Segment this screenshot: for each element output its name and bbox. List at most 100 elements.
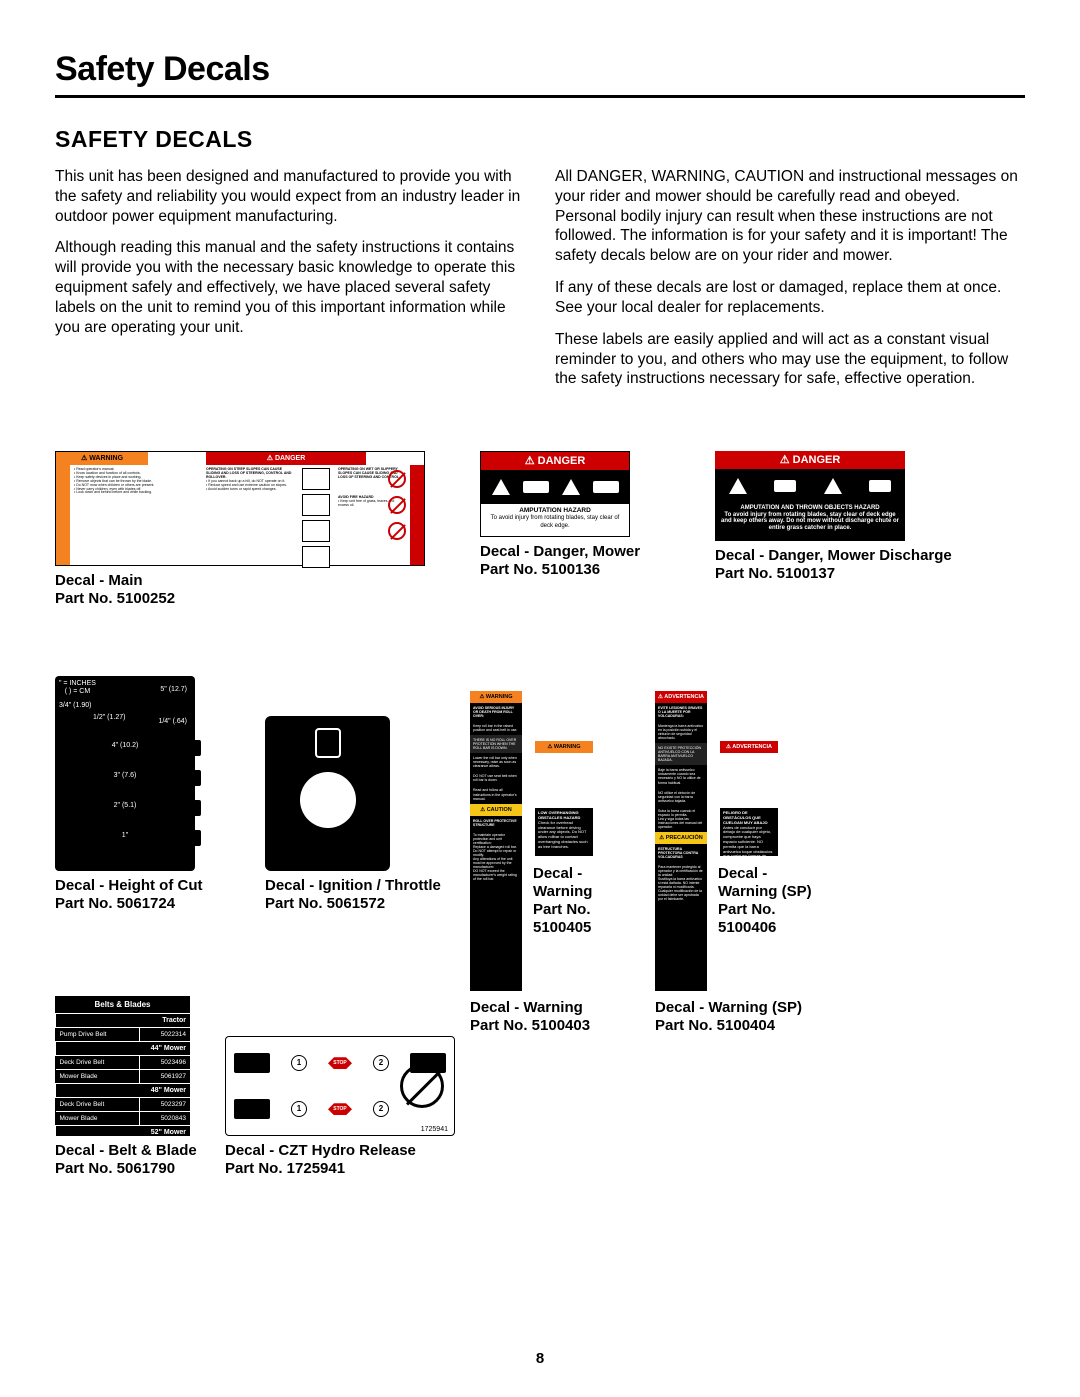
prohibit-icon	[388, 470, 406, 488]
table-row: Mower Blade5020843	[56, 1112, 191, 1126]
section-heading: SAFETY DECALS	[55, 126, 1025, 153]
decal-part: Part No. 5061790	[55, 1160, 175, 1177]
pictogram-icon	[302, 546, 330, 568]
table-row: Pump Drive Belt5022314	[56, 1028, 191, 1042]
hoc-unit-label: " = INCHES( ) = CM	[59, 680, 96, 695]
decal-warning-sp-label: Decal - Warning (SP) Part No. 5100406	[718, 865, 828, 937]
table-row: Mower Blade5061927	[56, 1070, 191, 1084]
pictogram-icon	[535, 753, 593, 808]
decal-title: Decal - Warning (SP)	[655, 999, 802, 1016]
advertencia-header: ⚠ ADVERTENCIA	[655, 691, 707, 703]
decal-title: Decal - CZT Hydro Release	[225, 1142, 416, 1159]
decal-part: Part No. 5100406	[718, 901, 776, 936]
triangle-icon	[562, 479, 580, 495]
decal-belt-graphic: Belts & Blades TractorPump Drive Belt502…	[55, 996, 190, 1136]
notch-icon	[187, 830, 201, 846]
warn-body: ESTRUCTURA PROTECTORA CONTRA VOLCADURAS	[655, 844, 707, 862]
warn-body: Suba la barra cuando el espacio lo permi…	[655, 806, 707, 832]
advertencia-header: ⚠ ADVERTENCIA	[720, 741, 778, 753]
belt-item-name: Deck Drive Belt	[56, 1098, 140, 1112]
warn-body: ROLL OVER PROTECTIVE STRUCTURE	[470, 816, 522, 830]
belt-item-pn: 5022314	[139, 1028, 190, 1042]
warning-header: ⚠ WARNING	[535, 741, 593, 753]
belt-item-pn: 5023297	[139, 1098, 190, 1112]
warn-body: AVOID SERIOUS INJURY OR DEATH FROM ROLL …	[470, 703, 522, 721]
decal-title: Decal - Height of Cut	[55, 877, 203, 894]
decal-hydro: 1 STOP 2 1 STOP 2 1725941 Decal - CZT Hy…	[225, 1036, 455, 1178]
notch-icon	[187, 770, 201, 786]
belt-item-pn: 5061927	[139, 1070, 190, 1084]
decal-warning-strip-sp-graphic: ⚠ ADVERTENCIA EVITE LESIONES GRAVES O LA…	[655, 691, 707, 991]
decal-part: Part No. 5061724	[55, 895, 175, 912]
prohibit-icon	[400, 1064, 444, 1108]
intro-columns: This unit has been designed and manufact…	[55, 167, 1025, 401]
disch-body: To avoid injury from rotating blades, st…	[721, 512, 899, 531]
page-title: Safety Decals	[55, 50, 1025, 98]
warn-body: NO EXISTE PROTECCIÓN ANTIVUELCO CON LA B…	[655, 743, 707, 765]
decal-part: Part No. 1725941	[225, 1160, 345, 1177]
decal-warning-2-sp-label: Decal - Warning (SP) Part No. 5100404	[655, 999, 802, 1035]
icon-band	[481, 470, 629, 504]
decal-main: ⚠ WARNING ⚠ DANGER • Read operator's man…	[55, 451, 425, 608]
hoc-val: 5" (12.7)	[160, 686, 187, 694]
page-number: 8	[536, 1350, 544, 1367]
prohibit-icon	[388, 496, 406, 514]
warn-body: NO utilice el cinturón de seguridad con …	[655, 788, 707, 806]
notch-icon	[187, 800, 201, 816]
decal-warning-sp: ⚠ ADVERTENCIA PELIGRO DE OBSTÁCULOS QUE …	[720, 741, 778, 856]
decal-text: AMPUTATION HAZARD To avoid injury from r…	[481, 504, 629, 532]
table-row: Deck Drive Belt5023496	[56, 1056, 191, 1070]
decal-part: Part No. 5100252	[55, 590, 175, 607]
intro-col-left: This unit has been designed and manufact…	[55, 167, 525, 401]
hoc-val: 1/2" (1.27)	[93, 714, 125, 722]
step-1-icon: 1	[291, 1055, 307, 1071]
ignition-detail-icon	[315, 728, 341, 758]
danger-header: ⚠ DANGER	[715, 451, 905, 469]
intro-right-p3: These labels are easily applied and will…	[555, 330, 1025, 389]
micro-text: • Read operator's manual.• Know location…	[74, 468, 194, 495]
warn-body: Para mantener protegido al operador y la…	[655, 862, 707, 904]
decal-part: Part No. 5100136	[480, 561, 600, 578]
decal-part: Part No. 5100403	[470, 1017, 590, 1034]
decal-danger-mower: ⚠ DANGER AMPUTATION HAZARD To avoid inju…	[480, 451, 640, 579]
belt-group: Tractor	[56, 1014, 191, 1028]
decal-title: Decal - Belt & Blade	[55, 1142, 197, 1159]
decal-title: Decal - Warning	[533, 865, 592, 900]
warn-body: EVITE LESIONES GRAVES O LA MUERTE POR VO…	[655, 703, 707, 721]
decal-danger-discharge-label: Decal - Danger, Mower Discharge Part No.…	[715, 547, 952, 583]
decal-hoc-graphic: " = INCHES( ) = CM 3/4" (1.90) 1/2" (1.2…	[55, 676, 195, 871]
pictogram-icon	[302, 468, 330, 490]
table-row: Deck Drive Belt5023297	[56, 1098, 191, 1112]
orange-strip	[56, 465, 70, 565]
decal-warning-small-graphic: ⚠ WARNING LOW OVERHANGING OBSTACLES HAZA…	[535, 741, 593, 856]
mower-icon	[234, 1053, 270, 1073]
belt-item-name: Mower Blade	[56, 1070, 140, 1084]
warn-body: LOW OVERHANGING OBSTACLES HAZARD Check f…	[535, 808, 593, 852]
amp-title: AMPUTATION HAZARD	[519, 507, 591, 514]
micro-text: OPERATING ON STEEP SLOPES CAN CAUSE SLID…	[206, 468, 296, 491]
triangle-icon	[824, 478, 842, 494]
stop-icon: STOP	[328, 1057, 352, 1069]
decal-main-label: Decal - Main Part No. 5100252	[55, 572, 425, 608]
danger-header: ⚠ DANGER	[206, 452, 366, 465]
decal-ignition-label: Decal - Ignition / Throttle Part No. 506…	[265, 877, 441, 913]
caution-header: ⚠ CAUTION	[470, 804, 522, 816]
decal-belt: Belts & Blades TractorPump Drive Belt502…	[55, 996, 197, 1178]
triangle-icon	[492, 479, 510, 495]
pictogram-icon	[720, 753, 778, 808]
pictogram-icon	[302, 520, 330, 542]
danger-header: ⚠ DANGER	[481, 452, 629, 470]
belt-group: 48" Mower	[56, 1084, 191, 1098]
hoc-val: 4" (10.2)	[112, 742, 139, 750]
hoc-val: 2" (5.1)	[114, 802, 137, 810]
foot-icon	[523, 481, 549, 493]
hoc-val: 1"	[122, 832, 128, 840]
decal-danger-discharge: ⚠ DANGER AMPUTATION AND THROWN OBJECTS H…	[715, 451, 952, 583]
decal-warning-2-label: Decal - Warning Part No. 5100403	[470, 999, 590, 1035]
warn-body: THERE IS NO ROLL OVER PROTECTION WHEN TH…	[470, 735, 522, 753]
decal-part: Part No. 5100137	[715, 565, 835, 582]
prohibit-icon	[388, 522, 406, 540]
decal-part: Part No. 5100404	[655, 1017, 775, 1034]
decal-text: AMPUTATION AND THROWN OBJECTS HAZARD To …	[715, 503, 905, 533]
decal-ignition-graphic	[265, 716, 390, 871]
